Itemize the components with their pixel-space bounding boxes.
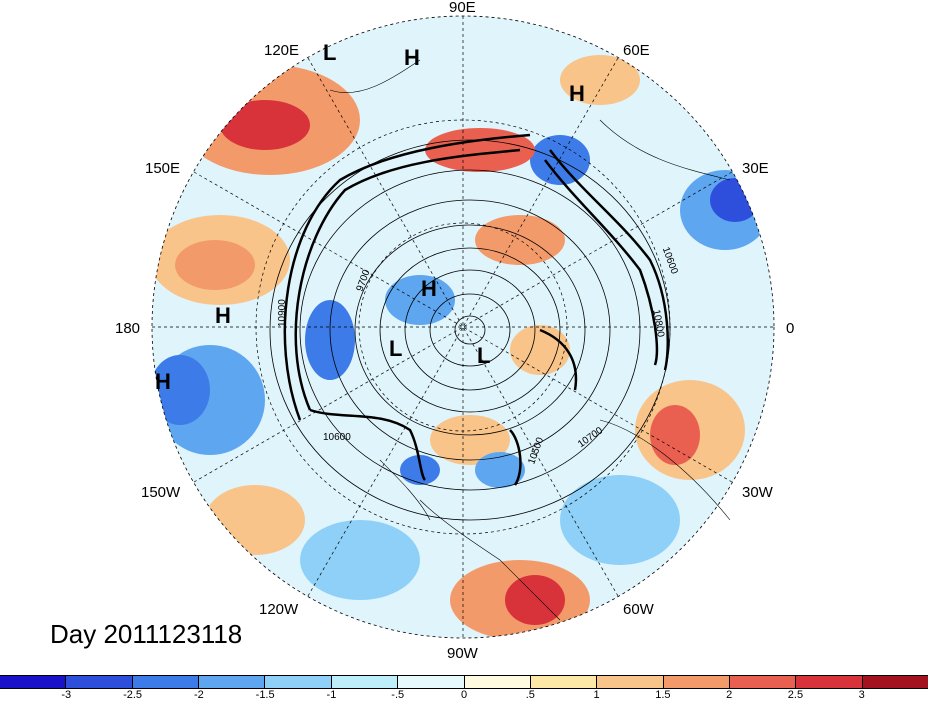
colorbar-tick-label: -1 xyxy=(326,689,337,701)
map-boundary xyxy=(151,15,775,639)
contour-label: 10900 xyxy=(277,299,288,327)
lon-label-60w: 60W xyxy=(623,601,655,618)
high-center-marker: H xyxy=(155,369,171,394)
lon-label-150w: 150W xyxy=(141,484,181,501)
lon-label-0: 0 xyxy=(786,320,794,337)
lon-label-60e: 60E xyxy=(623,42,650,59)
contour-label: 10800 xyxy=(650,309,666,339)
lon-label-90w: 90W xyxy=(447,645,479,662)
colorbar-tick-label: 1.5 xyxy=(655,689,671,701)
colorbar-tick-label: -2.5 xyxy=(123,689,143,701)
colorbar-tick-label: 0 xyxy=(460,689,468,701)
lon-label-120w: 120W xyxy=(259,601,299,618)
lon-label-30e: 30E xyxy=(742,160,769,177)
high-center-marker: H xyxy=(569,81,585,106)
colorbar-tick-label: -.5 xyxy=(391,689,405,701)
lon-label-180: 180 xyxy=(115,320,140,337)
colorbar-swatch xyxy=(796,676,863,688)
colorbar-swatch xyxy=(530,676,598,688)
colorbar-swatch xyxy=(464,676,531,688)
high-center-marker: H xyxy=(421,276,437,301)
colorbar-swatch xyxy=(398,676,465,688)
low-center-marker: L xyxy=(323,40,336,65)
colorbar-swatch xyxy=(66,676,133,688)
colorbar-tick-label: .5 xyxy=(525,689,535,701)
lon-label-120e: 120E xyxy=(264,42,299,59)
colorbar-tick-label: 2.5 xyxy=(787,689,804,701)
colorbar-tick-label: 2 xyxy=(726,689,733,701)
colorbar-tick-label: 3 xyxy=(858,689,865,701)
lon-label-150e: 150E xyxy=(145,160,180,177)
colorbar-swatch xyxy=(0,676,67,688)
low-center-marker: L xyxy=(477,343,490,368)
graticule xyxy=(152,16,774,638)
colorbar-swatch xyxy=(331,676,399,688)
colorbar-labels: -3 -2.5 -2 -1.5 -1 -.5 0 .5 1 1.5 2 2.5 3 xyxy=(0,689,928,702)
colorbar-swatch xyxy=(265,676,332,688)
date-title: Day 2011123118 xyxy=(50,619,243,649)
colorbar-swatch xyxy=(199,676,266,688)
lon-label-90e: 90E xyxy=(449,0,476,16)
high-center-marker: H xyxy=(404,45,420,70)
colorbar-swatch xyxy=(663,676,730,688)
jet-contours xyxy=(283,133,669,486)
contour-label: 10600 xyxy=(323,432,351,443)
low-center-marker: L xyxy=(389,336,402,361)
colorbar-tick-label: 1 xyxy=(593,689,600,701)
colorbar-swatch xyxy=(132,676,200,688)
colorbar-swatch xyxy=(597,676,664,688)
high-center-marker: H xyxy=(215,303,231,328)
colorbar-tick-label: -2 xyxy=(193,689,204,701)
colorbar xyxy=(0,675,928,689)
colorbar-tick-label: -3 xyxy=(61,689,72,701)
height-contours xyxy=(269,139,671,521)
lon-label-30w: 30W xyxy=(742,484,774,501)
colorbar-swatch xyxy=(862,676,928,688)
colorbar-tick-label: -1.5 xyxy=(255,689,275,701)
colorbar-swatch xyxy=(729,676,797,688)
coastlines xyxy=(329,59,731,621)
